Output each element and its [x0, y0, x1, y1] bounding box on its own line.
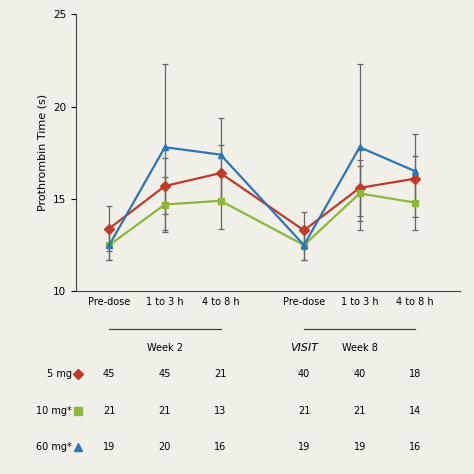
Text: 14: 14: [409, 406, 421, 416]
Text: 21: 21: [354, 406, 366, 416]
Text: 13: 13: [214, 406, 227, 416]
Text: 1 to 3 h: 1 to 3 h: [146, 297, 184, 307]
Text: 45: 45: [103, 369, 115, 380]
Text: 21: 21: [159, 406, 171, 416]
Text: 4 to 8 h: 4 to 8 h: [396, 297, 434, 307]
Text: Week 2: Week 2: [147, 343, 183, 353]
Text: 10 mg*: 10 mg*: [36, 406, 72, 416]
Text: 20: 20: [159, 442, 171, 452]
Text: 16: 16: [214, 442, 227, 452]
Text: 4 to 8 h: 4 to 8 h: [202, 297, 239, 307]
Text: 16: 16: [409, 442, 421, 452]
Text: 40: 40: [298, 369, 310, 380]
Text: 19: 19: [103, 442, 115, 452]
Text: 1 to 3 h: 1 to 3 h: [341, 297, 378, 307]
Text: 21: 21: [298, 406, 310, 416]
Text: 19: 19: [354, 442, 366, 452]
Text: 40: 40: [354, 369, 366, 380]
Text: 18: 18: [409, 369, 421, 380]
Text: 21: 21: [103, 406, 115, 416]
Text: Pre-dose: Pre-dose: [283, 297, 325, 307]
Y-axis label: Prothrombin Time (s): Prothrombin Time (s): [37, 94, 47, 211]
Text: VISIT: VISIT: [290, 343, 318, 353]
Text: 60 mg*: 60 mg*: [36, 442, 72, 452]
Text: 5 mg: 5 mg: [47, 369, 72, 380]
Text: Week 8: Week 8: [342, 343, 378, 353]
Text: Pre-dose: Pre-dose: [88, 297, 130, 307]
Text: 21: 21: [214, 369, 227, 380]
Text: 19: 19: [298, 442, 310, 452]
Text: 45: 45: [159, 369, 171, 380]
